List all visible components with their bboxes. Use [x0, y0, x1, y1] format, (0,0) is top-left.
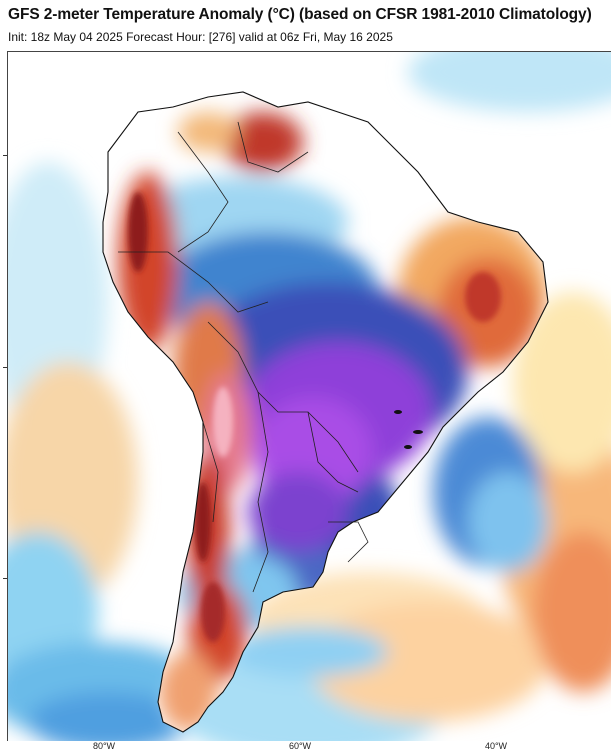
latitude-tick	[3, 367, 7, 368]
lake-features	[394, 410, 423, 449]
header: GFS 2-meter Temperature Anomaly (°C) (ba…	[0, 0, 611, 50]
map-subtitle: Init: 18z May 04 2025 Forecast Hour: [27…	[8, 30, 393, 44]
map-title: GFS 2-meter Temperature Anomaly (°C) (ba…	[8, 6, 592, 23]
country-borders	[118, 121, 369, 593]
longitude-label: 60°W	[288, 741, 312, 751]
longitude-label: 40°W	[484, 741, 508, 751]
latitude-tick	[3, 155, 7, 156]
longitude-label: 80°W	[92, 741, 116, 751]
anomaly-map	[7, 51, 611, 741]
anomaly-map-svg	[8, 52, 611, 741]
latitude-tick	[3, 578, 7, 579]
